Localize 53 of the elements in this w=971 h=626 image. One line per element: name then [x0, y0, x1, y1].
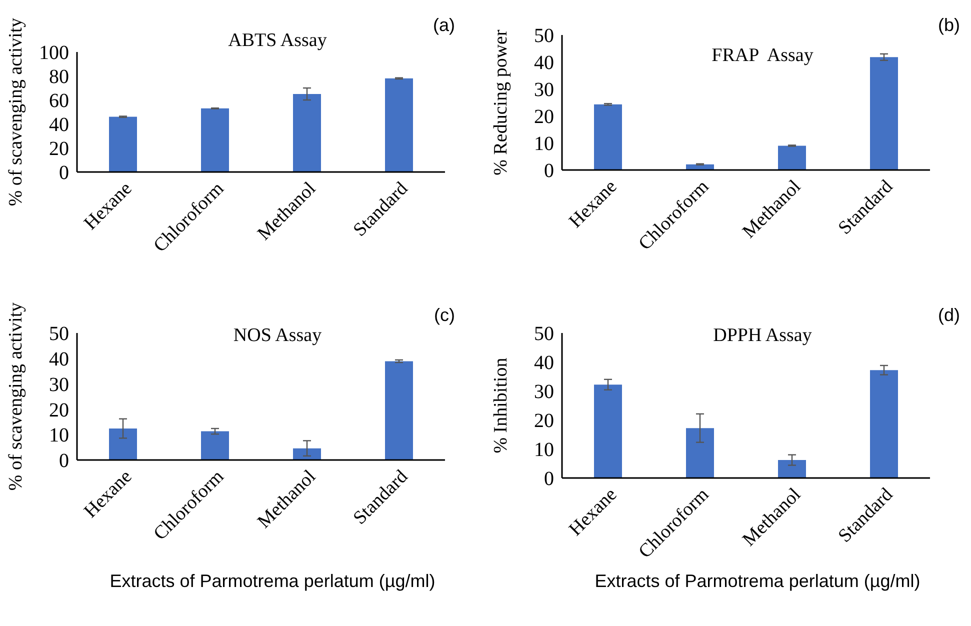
text: (b) [938, 15, 960, 36]
y-tick-label: 50 [534, 323, 554, 346]
y-tick-label: 20 [49, 399, 69, 422]
bar [594, 384, 622, 478]
y-tick-label: 10 [49, 424, 69, 447]
y-tick-label: 40 [534, 52, 554, 74]
bar [201, 431, 229, 460]
y-tick-label: 40 [534, 352, 554, 374]
bar [385, 78, 413, 172]
text: FRAP Assay [710, 45, 814, 67]
text: (d) [938, 305, 960, 326]
bar [778, 460, 806, 478]
bar [293, 94, 321, 172]
chart-title: ABTS Assay [228, 30, 327, 51]
y-tick-label: 0 [59, 450, 69, 472]
y-axis-title: % of scavenging activity [6, 17, 27, 206]
y-tick-label: 20 [534, 410, 554, 432]
bar [385, 361, 413, 460]
y-tick-label: 50 [534, 25, 554, 48]
bar [594, 104, 622, 170]
bar [109, 116, 137, 172]
y-tick-label: 0 [544, 160, 554, 182]
y-tick-label: 10 [534, 133, 554, 156]
y-axis-title: % Reducing power [490, 29, 512, 176]
y-axis-title: % of scavenging activity [6, 302, 27, 491]
y-tick-label: 50 [49, 323, 69, 346]
bar [293, 448, 321, 460]
bar [686, 428, 714, 478]
text: (c) [434, 305, 455, 326]
y-tick-label: 20 [49, 138, 69, 160]
y-tick-label: 40 [49, 348, 69, 370]
y-tick-label: 30 [49, 374, 69, 396]
y-tick-label: 30 [534, 79, 554, 102]
y-tick-label: 0 [59, 162, 69, 184]
x-axis-title: Extracts of Parmotrema perlatum (µg/ml) [108, 570, 436, 593]
y-tick-label: 80 [49, 66, 69, 88]
y-tick-label: 0 [544, 468, 554, 490]
y-tick-label: 30 [534, 381, 554, 404]
y-axis-title: % Inhibition [490, 357, 512, 454]
y-tick-label: 100 [39, 42, 69, 64]
bar [201, 108, 229, 172]
y-tick-label: 40 [49, 114, 69, 136]
x-axis-title: Extracts of Parmotrema perlatum (µg/ml) [594, 570, 922, 593]
y-tick-label: 20 [534, 106, 554, 128]
y-tick-label: 60 [49, 90, 69, 112]
y-tick-label: 10 [534, 439, 554, 462]
text: (a) [433, 15, 455, 36]
bar [778, 146, 806, 170]
chart-title: DPPH Assay [712, 325, 813, 347]
chart-title: NOS Assay [232, 325, 323, 347]
bar [109, 428, 137, 460]
bar [870, 57, 898, 170]
bar [870, 370, 898, 478]
